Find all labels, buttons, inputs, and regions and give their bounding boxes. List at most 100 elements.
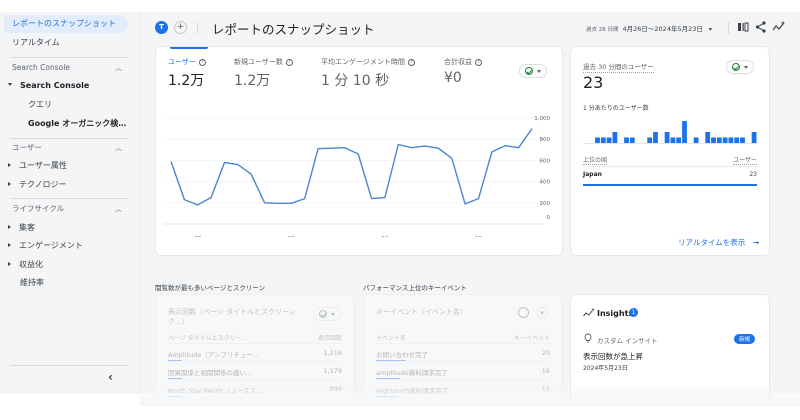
row-bar (168, 360, 182, 361)
sidebar-item-engagement[interactable]: エンゲージメント (8, 237, 83, 255)
insights-icon[interactable] (772, 20, 786, 34)
divider (10, 57, 128, 58)
check-circle-icon (732, 63, 740, 71)
section-title: Search Console (12, 63, 70, 72)
sidebar-item-realtime[interactable]: リアルタイム (12, 34, 60, 52)
divider (10, 365, 128, 366)
divider (197, 22, 198, 34)
sidebar-item-search-console[interactable]: Search Console (8, 77, 89, 95)
date-range-prefix: 過去 28 日間 (586, 27, 619, 33)
sidebar-item-label: ユーザー属性 (19, 161, 67, 170)
minute-bar[interactable] (629, 137, 635, 144)
row-name: お問い合わせ完了 (376, 351, 428, 359)
sidebar-item-label: 集客 (19, 223, 35, 232)
minute-bar[interactable] (705, 132, 711, 143)
table-row[interactable]: amplitude資料請求完了 16 (376, 361, 550, 379)
table-row[interactable]: 因果関係と相関関係の違い... 1,179 (168, 361, 342, 379)
insight-headline[interactable]: 表示回数が急上昇 (583, 352, 643, 361)
new-badge: 新規 (733, 334, 755, 344)
help-icon[interactable]: ? (475, 58, 482, 66)
column-header-views: 表示回数 (317, 335, 342, 342)
metric-tab-total-revenue[interactable]: 合計収益? ¥0 (444, 57, 482, 86)
view-realtime-link[interactable]: リアルタイムを表示 → (678, 237, 759, 248)
section-title-top-pages: 閲覧数が最も多いページとスクリーン (155, 284, 266, 292)
realtime-label: 過去 30 分間のユーザー (583, 63, 654, 73)
metric-tab-engagement-time[interactable]: 平均エンゲージメント時間? 1 分 10 秒 (321, 57, 415, 90)
row-bar (376, 378, 400, 379)
users-series-line[interactable] (170, 128, 533, 206)
sidebar-item-label: 維持率 (20, 278, 44, 287)
column-header-key-events: キーイベント (513, 335, 550, 342)
minute-bar[interactable] (647, 137, 653, 144)
minute-bar[interactable] (606, 137, 612, 144)
share-icon[interactable] (754, 20, 768, 34)
sidebar-item-monetization[interactable]: 収益化 (8, 256, 43, 274)
collapse-sidebar-button[interactable]: ‹ (108, 370, 113, 384)
customize-report-icon[interactable] (736, 20, 750, 34)
minute-bar[interactable] (722, 137, 728, 144)
section-lifecycle[interactable]: ライフサイクル ︿ (12, 201, 128, 217)
minute-bar[interactable] (734, 137, 740, 144)
add-comparison-button[interactable]: + (174, 21, 187, 34)
check-circle-icon[interactable] (518, 307, 529, 318)
dropdown-icon (537, 70, 541, 73)
compare-dropdown-button[interactable] (519, 64, 547, 78)
section-search-console[interactable]: Search Console ︿ (12, 60, 128, 76)
minute-bar[interactable] (716, 137, 722, 144)
metric-tab-users[interactable]: ユーザー? 1.2万 (168, 57, 206, 90)
per-minute-label: 1 分あたりのユーザー数 (583, 105, 649, 112)
compare-dropdown-button[interactable] (726, 60, 754, 74)
expand-down-icon (8, 83, 12, 86)
expand-right-icon (8, 224, 11, 229)
metric-label: 平均エンゲージメント時間 (321, 58, 405, 66)
minute-bar[interactable] (740, 137, 745, 144)
filter-icon[interactable]: ▾ (536, 307, 548, 319)
check-circle-icon (319, 310, 327, 318)
minute-bar[interactable] (612, 132, 618, 143)
sidebar-item-acquisition[interactable]: 集客 (8, 219, 35, 237)
minute-bar[interactable] (624, 137, 629, 144)
sidebar-item-queries[interactable]: クエリ (28, 96, 52, 114)
minute-bar[interactable] (676, 137, 682, 144)
minute-bar[interactable] (751, 132, 757, 143)
table-row[interactable]: お問い合わせ完了 20 (376, 343, 550, 361)
sidebar-item-retention[interactable]: 維持率 (20, 274, 44, 292)
column-header-event: イベント名 (376, 335, 407, 342)
help-icon[interactable]: ? (407, 58, 415, 66)
sidebar-item-report-snapshot[interactable]: レポートのスナップショット (4, 15, 128, 33)
divider (728, 22, 729, 34)
minute-bar[interactable] (693, 137, 699, 144)
sidebar-item-label: エンゲージメント (19, 241, 83, 250)
minute-bar[interactable] (670, 137, 676, 144)
x-tick-label: 05 (288, 236, 295, 237)
avatar[interactable]: T (155, 21, 168, 34)
compare-dropdown-button[interactable] (313, 307, 341, 321)
y-tick-label: 800 (540, 137, 551, 143)
sidebar-item-demographics[interactable]: ユーザー属性 (8, 157, 67, 175)
sidebar-item-label: Search Console (20, 81, 90, 90)
minute-bar[interactable] (664, 132, 670, 143)
sidebar-item-label: Google オーガニック検索レ... (28, 119, 132, 128)
dropdown-icon: ▾ (708, 26, 712, 33)
minute-bar[interactable] (711, 137, 716, 144)
expand-right-icon (8, 261, 11, 266)
sidebar-item-technology[interactable]: テクノロジー (8, 176, 67, 194)
help-icon[interactable]: ? (285, 58, 293, 66)
lightbulb-icon (584, 333, 592, 343)
minute-bar[interactable] (682, 121, 687, 143)
metric-tab-new-users[interactable]: 新規ユーザー数? 1.2万 (234, 57, 293, 90)
sidebar-item-label: リアルタイム (12, 38, 60, 47)
table-row[interactable]: Amplitude（アンプリチュー... 1,216 (168, 343, 342, 361)
minute-bar[interactable] (600, 137, 606, 144)
minute-bar[interactable] (653, 132, 658, 143)
minute-bar[interactable] (728, 137, 734, 144)
sidebar-item-google-organic[interactable]: Google オーガニック検索レ... (28, 115, 132, 133)
insights-count-badge: 1 (629, 308, 638, 317)
expand-right-icon (8, 242, 11, 247)
date-range-picker[interactable]: 過去 28 日間 4月26日～2024年5月23日 ▾ (586, 23, 712, 33)
dropdown-icon (331, 313, 335, 316)
help-icon[interactable]: ? (198, 58, 206, 66)
link-label: リアルタイムを表示 (678, 238, 746, 247)
minute-bar[interactable] (595, 137, 600, 144)
section-user[interactable]: ユーザー ︿ (12, 140, 128, 156)
